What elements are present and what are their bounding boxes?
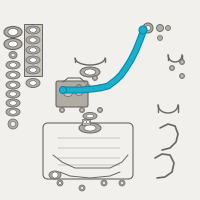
- Ellipse shape: [80, 67, 100, 77]
- Ellipse shape: [10, 63, 16, 67]
- Circle shape: [180, 60, 184, 64]
- Ellipse shape: [8, 41, 18, 47]
- Circle shape: [99, 86, 101, 88]
- Ellipse shape: [4, 26, 22, 38]
- Ellipse shape: [26, 78, 40, 88]
- Ellipse shape: [79, 123, 101, 133]
- Ellipse shape: [6, 90, 20, 98]
- Ellipse shape: [4, 38, 22, 49]
- Ellipse shape: [6, 81, 20, 89]
- Ellipse shape: [30, 81, 36, 85]
- Circle shape: [92, 75, 98, 80]
- Circle shape: [156, 24, 164, 31]
- Circle shape: [181, 75, 183, 77]
- Circle shape: [180, 73, 184, 78]
- Circle shape: [80, 108, 84, 112]
- Ellipse shape: [83, 112, 97, 119]
- Circle shape: [171, 67, 173, 69]
- Circle shape: [101, 180, 107, 186]
- Circle shape: [86, 84, 90, 90]
- Circle shape: [80, 186, 84, 190]
- Circle shape: [119, 180, 125, 186]
- Circle shape: [87, 86, 89, 88]
- Circle shape: [10, 121, 16, 127]
- Circle shape: [81, 109, 83, 111]
- Ellipse shape: [6, 108, 20, 116]
- Ellipse shape: [10, 110, 16, 114]
- Ellipse shape: [6, 61, 20, 69]
- Ellipse shape: [49, 171, 61, 179]
- Ellipse shape: [64, 90, 72, 97]
- Ellipse shape: [10, 73, 16, 77]
- Ellipse shape: [26, 56, 40, 64]
- Ellipse shape: [26, 36, 40, 44]
- Circle shape: [58, 182, 62, 184]
- Circle shape: [146, 25, 151, 30]
- Ellipse shape: [10, 101, 16, 105]
- Ellipse shape: [26, 46, 40, 54]
- Circle shape: [52, 172, 58, 178]
- Ellipse shape: [30, 28, 36, 32]
- Circle shape: [60, 86, 66, 94]
- Circle shape: [84, 120, 86, 123]
- Ellipse shape: [11, 53, 15, 57]
- Circle shape: [98, 108, 102, 112]
- Ellipse shape: [8, 28, 18, 36]
- Ellipse shape: [26, 66, 40, 74]
- Ellipse shape: [30, 58, 36, 62]
- FancyBboxPatch shape: [43, 123, 133, 179]
- Ellipse shape: [6, 99, 20, 107]
- Circle shape: [79, 185, 85, 191]
- Ellipse shape: [6, 71, 20, 79]
- Circle shape: [61, 109, 63, 111]
- Ellipse shape: [10, 83, 16, 87]
- Circle shape: [86, 120, 90, 123]
- Ellipse shape: [86, 114, 94, 118]
- Bar: [82, 119, 90, 125]
- Ellipse shape: [30, 38, 36, 42]
- Ellipse shape: [30, 68, 36, 72]
- Circle shape: [99, 109, 101, 111]
- Circle shape: [57, 180, 63, 186]
- Circle shape: [102, 182, 106, 184]
- Circle shape: [181, 61, 183, 63]
- Circle shape: [94, 77, 96, 79]
- Ellipse shape: [84, 69, 96, 75]
- Ellipse shape: [9, 51, 17, 58]
- Circle shape: [98, 84, 102, 90]
- Circle shape: [139, 26, 147, 34]
- Circle shape: [166, 25, 170, 30]
- Circle shape: [60, 108, 64, 112]
- Circle shape: [76, 84, 82, 90]
- Ellipse shape: [76, 90, 83, 96]
- Ellipse shape: [84, 125, 96, 131]
- Ellipse shape: [30, 48, 36, 52]
- FancyBboxPatch shape: [56, 81, 88, 107]
- Ellipse shape: [10, 92, 16, 96]
- Bar: [24, 24, 42, 76]
- Circle shape: [78, 86, 80, 88]
- Circle shape: [120, 182, 124, 184]
- Circle shape: [143, 23, 153, 33]
- Circle shape: [170, 66, 174, 71]
- Ellipse shape: [26, 26, 40, 34]
- Circle shape: [158, 36, 162, 40]
- Circle shape: [8, 119, 18, 129]
